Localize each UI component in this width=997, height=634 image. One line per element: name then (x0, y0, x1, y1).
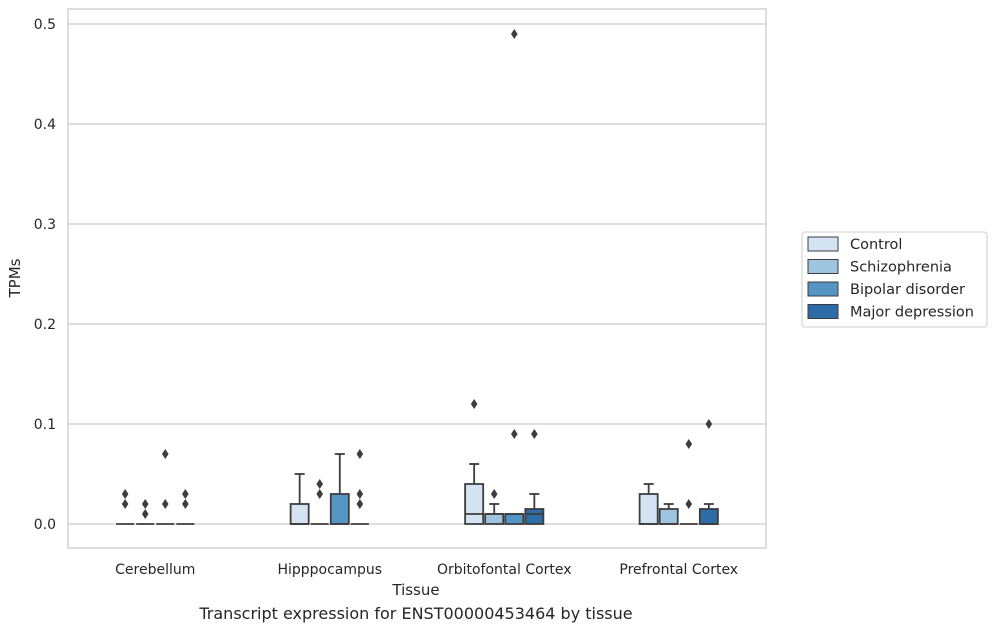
box-2-3 (524, 429, 545, 525)
box-0-3 (176, 489, 195, 525)
x-tick-label: Prefrontal Cortex (619, 562, 738, 578)
y-tick-label: 0.1 (34, 417, 56, 433)
box-0-0 (116, 489, 135, 525)
box-0-2 (156, 449, 175, 525)
legend: Control Schizophrenia Bipolar disorder Majo… (801, 231, 988, 328)
box-rect (504, 513, 525, 525)
x-axis-label: Tissue (391, 581, 439, 599)
box-1-0 (289, 473, 310, 525)
box-3-2 (679, 439, 698, 525)
chart-caption: Transcript expression for ENST0000045346… (199, 604, 633, 623)
box-rect (464, 483, 485, 525)
box-rect (289, 503, 310, 525)
outlier-point (356, 489, 364, 499)
outlier-point (510, 29, 518, 39)
legend-swatch (807, 304, 839, 319)
box-3-0 (638, 483, 659, 525)
box-1-3 (350, 449, 369, 525)
box-rect (658, 508, 679, 525)
box-rect (638, 493, 659, 525)
outlier-point (685, 499, 693, 509)
box-rect (698, 508, 719, 525)
outlier-point (510, 429, 518, 439)
box-marks (116, 29, 719, 525)
box-rect (524, 508, 545, 525)
outlier-point (356, 499, 364, 509)
box-rect (329, 493, 350, 525)
box-rect (484, 513, 505, 525)
box-3-1 (658, 503, 679, 525)
outlier-point (316, 489, 324, 499)
x-tick-label: Orbitofontal Cortex (437, 562, 572, 578)
box-1-2 (329, 453, 350, 525)
legend-swatch (807, 236, 839, 252)
box-3-3 (698, 419, 719, 525)
y-axis-label: TPMs (6, 258, 24, 298)
x-tick-label: Hipppocampus (277, 562, 382, 578)
outlier-point (121, 499, 129, 509)
legend-label: Control (850, 237, 902, 253)
outlier-point (161, 449, 169, 459)
legend-swatch (807, 281, 839, 297)
outlier-point (141, 509, 149, 519)
box-2-2 (504, 29, 525, 525)
outlier-point (182, 499, 189, 509)
y-tick-labels: 0.0 0.1 0.2 0.3 0.4 0.5 (34, 17, 56, 533)
x-tick-label: Cerebellum (115, 562, 195, 578)
legend-label: Major depression (850, 305, 974, 321)
y-tick-label: 0.5 (34, 17, 56, 33)
box-2-0 (464, 399, 485, 525)
outlier-point (316, 479, 324, 489)
outlier-point (161, 499, 169, 509)
legend-frame (801, 231, 988, 328)
y-tick-label: 0.3 (34, 217, 56, 233)
legend-swatch (807, 259, 839, 274)
outlier-point (470, 399, 478, 409)
x-tick-labels: Cerebellum Hipppocampus Orbitofontal Corte… (115, 562, 738, 578)
outlier-point (356, 449, 364, 459)
outlier-point (685, 439, 693, 449)
legend-label: Schizophrenia (850, 260, 952, 276)
box-2-1 (484, 489, 505, 525)
y-tick-label: 0.4 (34, 117, 56, 133)
y-tick-label: 0.0 (34, 517, 56, 533)
box-1-1 (310, 479, 329, 525)
y-tick-label: 0.2 (34, 317, 56, 333)
legend-label: Bipolar disorder (850, 282, 965, 298)
outlier-point (705, 419, 713, 429)
box-0-1 (136, 499, 155, 525)
outlier-point (531, 429, 538, 439)
outlier-point (182, 489, 189, 499)
grid-lines (68, 23, 766, 525)
outlier-point (490, 489, 498, 499)
outlier-point (121, 489, 129, 499)
plot-area-frame (67, 8, 767, 549)
outlier-point (141, 499, 149, 509)
